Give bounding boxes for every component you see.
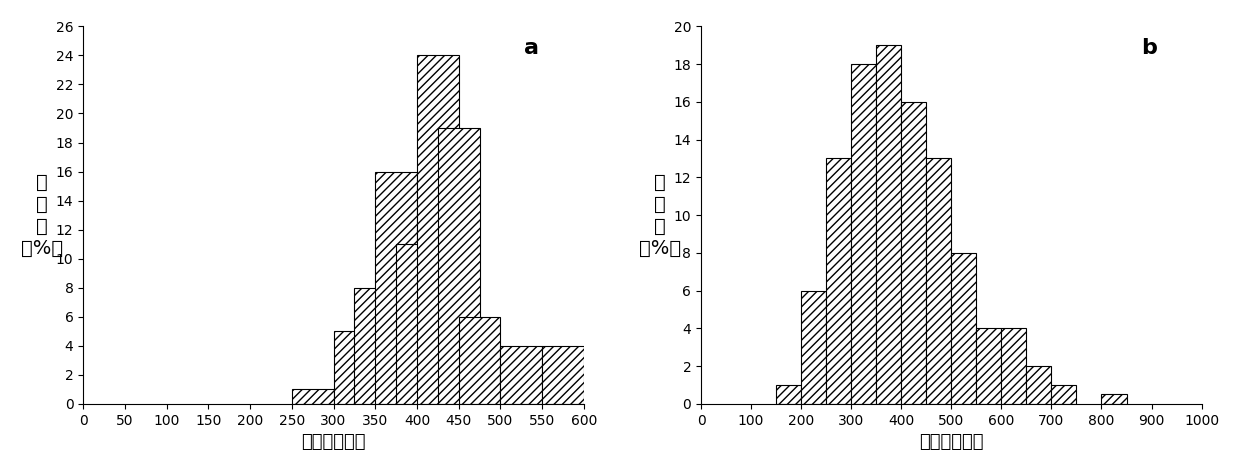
Text: b: b — [1142, 38, 1157, 58]
Bar — [417, 55, 459, 404]
Bar — [355, 288, 396, 404]
Bar — [438, 128, 480, 404]
Bar — [501, 346, 542, 404]
Bar — [851, 64, 877, 404]
Bar — [396, 244, 438, 404]
Bar — [801, 291, 826, 404]
Bar — [1052, 385, 1076, 404]
Bar — [1027, 366, 1052, 404]
Bar — [776, 385, 801, 404]
Bar — [826, 159, 851, 404]
Bar — [334, 331, 376, 404]
X-axis label: 直径（纳米）: 直径（纳米） — [301, 433, 366, 451]
Bar — [951, 253, 976, 404]
Bar — [926, 159, 951, 404]
Bar — [976, 329, 1002, 404]
X-axis label: 直径（纳米）: 直径（纳米） — [919, 433, 983, 451]
Bar — [291, 389, 334, 404]
Bar — [877, 45, 901, 404]
Bar — [459, 317, 501, 404]
Bar — [1002, 329, 1027, 404]
Bar — [1101, 395, 1126, 404]
Bar — [901, 102, 926, 404]
Y-axis label: 百
分
比
（%）: 百 分 比 （%） — [639, 173, 681, 258]
Bar — [376, 171, 417, 404]
Text: a: a — [523, 38, 538, 58]
Y-axis label: 百
分
比
（%）: 百 分 比 （%） — [21, 173, 63, 258]
Bar — [542, 346, 584, 404]
